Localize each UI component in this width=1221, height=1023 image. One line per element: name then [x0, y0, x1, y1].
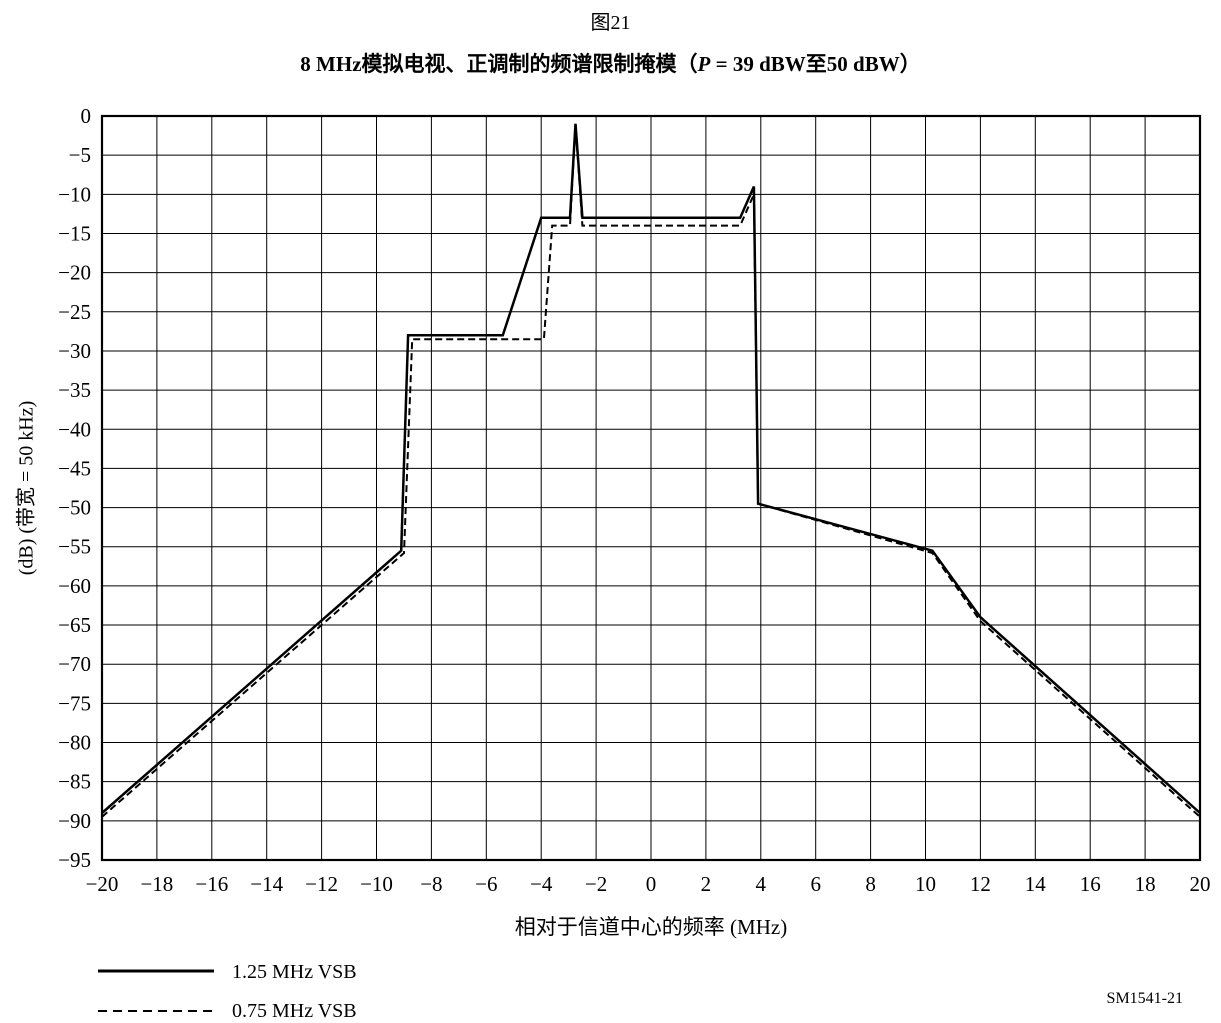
legend-label-solid: 1.25 MHz VSB — [232, 961, 357, 983]
y-tick-label: −20 — [58, 261, 91, 285]
x-tick-label: 12 — [970, 872, 991, 896]
x-tick-label: 4 — [756, 872, 767, 896]
chart-title-suffix: = 39 dBW至50 dBW） — [710, 52, 921, 76]
x-tick-label: −12 — [305, 872, 338, 896]
x-tick-label: 6 — [810, 872, 821, 896]
y-axis-label: (dB) (带宽 = 50 kHz) — [15, 401, 38, 576]
legend — [98, 969, 214, 1012]
x-tick-label: −6 — [475, 872, 497, 896]
y-tick-label: −5 — [69, 143, 91, 167]
plot-frame — [100, 114, 1202, 862]
y-tick-label: −25 — [58, 300, 91, 324]
legend-label-dashed: 0.75 MHz VSB — [232, 1000, 357, 1022]
chart-title-prefix: 8 MHz模拟电视、正调制的频谱限制掩模（ — [300, 52, 698, 76]
y-tick-label: −60 — [58, 574, 91, 598]
grid-lines — [101, 115, 1201, 861]
y-tick-label: −95 — [58, 848, 91, 872]
y-tick-labels: 0 −5 −10 −15 −20 −25 −30 −35 −40 −45 −50 −55 −60 −65 −… — [58, 104, 91, 872]
x-tick-label: 0 — [646, 872, 657, 896]
y-tick-label: −15 — [58, 221, 91, 245]
y-tick-label: −55 — [58, 535, 91, 559]
x-tick-label: −2 — [585, 872, 607, 896]
x-tick-labels: −20 −18 −16 −14 −12 −10 −8 −6 −4 −2 0 2 4 6 8 10 12 14 16 1… — [86, 872, 1211, 896]
x-tick-label: 10 — [915, 872, 936, 896]
y-tick-label: −30 — [58, 339, 91, 363]
x-tick-label: 18 — [1135, 872, 1156, 896]
x-tick-label: 20 — [1190, 872, 1211, 896]
y-tick-label: −35 — [58, 378, 91, 402]
y-tick-label: −65 — [58, 613, 91, 637]
y-tick-label: −85 — [58, 770, 91, 794]
y-tick-label: 0 — [81, 104, 92, 128]
x-tick-label: −20 — [86, 872, 119, 896]
x-axis-label: 相对于信道中心的频率 (MHz) — [515, 915, 787, 939]
y-tick-label: −40 — [58, 417, 91, 441]
y-tick-label: −10 — [58, 182, 91, 206]
figure-reference: SM1541-21 — [1106, 990, 1183, 1007]
x-tick-label: −14 — [250, 872, 283, 896]
x-tick-label: −4 — [530, 872, 553, 896]
x-tick-label: 16 — [1080, 872, 1101, 896]
series-lines — [101, 123, 1201, 818]
y-tick-label: −70 — [58, 652, 91, 676]
x-tick-label: 2 — [701, 872, 712, 896]
y-tick-label: −80 — [58, 731, 91, 755]
figure-number: 图21 — [590, 12, 631, 34]
x-tick-label: −8 — [420, 872, 442, 896]
x-tick-label: 14 — [1025, 872, 1047, 896]
y-tick-label: −45 — [58, 456, 91, 480]
chart-title: 8 MHz模拟电视、正调制的频谱限制掩模（P = 39 dBW至50 dBW） — [0, 48, 1221, 78]
x-tick-label: 8 — [865, 872, 876, 896]
x-tick-label: −18 — [140, 872, 173, 896]
y-tick-label: −50 — [58, 496, 91, 520]
x-tick-label: −10 — [360, 872, 393, 896]
y-tick-label: −75 — [58, 691, 91, 715]
y-tick-label: −90 — [58, 809, 91, 833]
chart-title-p: P — [697, 52, 711, 76]
x-tick-label: −16 — [195, 872, 228, 896]
